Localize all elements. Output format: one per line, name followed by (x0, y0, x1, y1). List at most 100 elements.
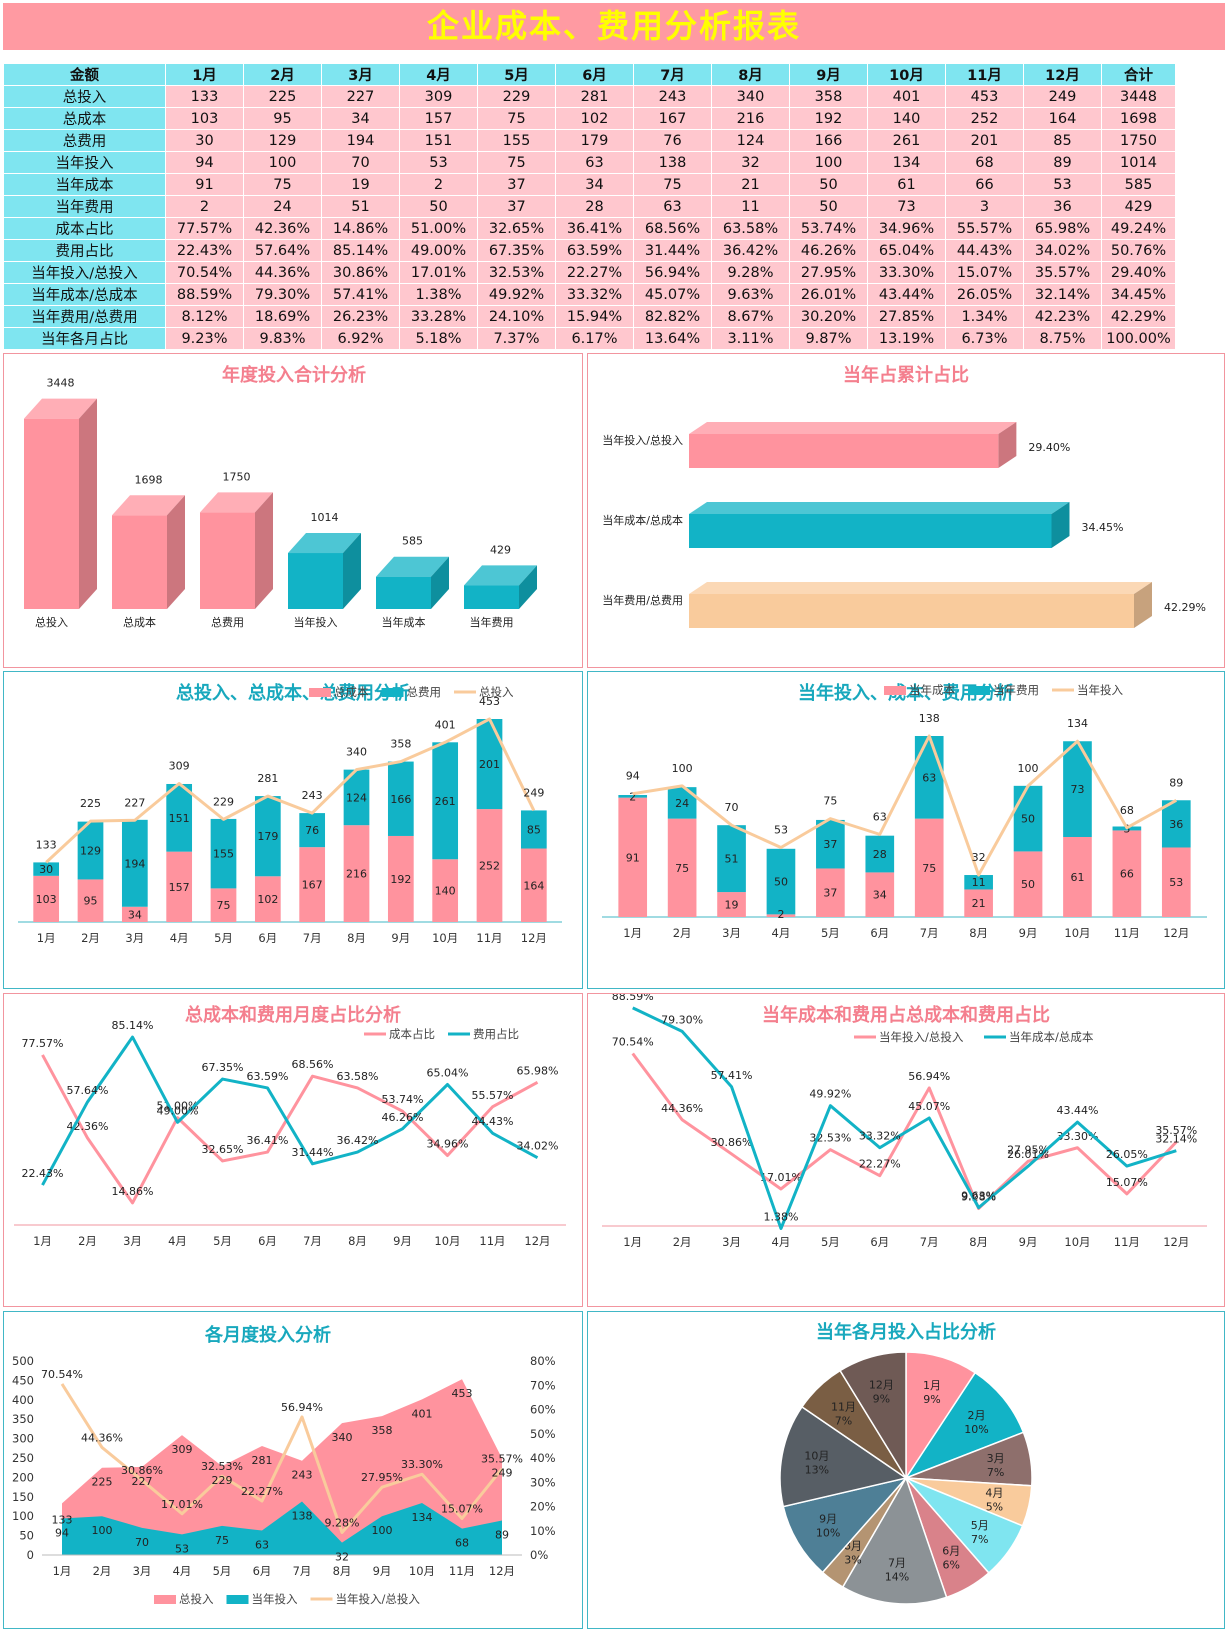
data-label: 36 (1169, 818, 1183, 831)
table-cell: 134 (867, 151, 946, 174)
table-cell: 102 (555, 107, 634, 130)
report-title: 企业成本、费用分析报表 (3, 3, 1225, 50)
table-cell: 13.19% (867, 327, 946, 350)
data-label: 17.01% (161, 1498, 203, 1511)
slice-label: 7% (971, 1533, 988, 1546)
data-label: 56.94% (908, 1070, 950, 1083)
data-label: 243 (302, 789, 323, 802)
x-tick-label: 4月 (170, 931, 189, 945)
data-label: 15.07% (441, 1502, 483, 1515)
legend-label: 当年成本/总成本 (1009, 1030, 1094, 1044)
data-label: 3448 (47, 377, 75, 390)
table-row: 当年各月占比 9.23% 9.83% 6.92% 5.18% 7.37% 6.17% 13.6… (3, 327, 1176, 350)
legend-label: 当年投入 (252, 1592, 298, 1606)
table-cell: 50 (789, 195, 868, 218)
table-row-label: 当年投入/总投入 (3, 261, 166, 284)
table-cell: 3448 (1101, 85, 1176, 108)
legend-label: 当年投入/总投入 (879, 1030, 964, 1044)
data-table: 金额 1月 2月 3月 4月 5月 6月 7月 8月 9月 10月 11月 12月 合计 总投入 133 22… (3, 63, 1176, 350)
bar-总费用 (432, 742, 459, 860)
chart-title: 当年占累计占比 (843, 364, 969, 386)
category-label: 总成本 (123, 615, 156, 629)
data-label: 281 (252, 1454, 273, 1467)
y2-tick-label: 80% (530, 1354, 556, 1368)
data-label: 229 (213, 795, 234, 808)
data-label: 100 (672, 762, 693, 775)
table-cell: 3 (945, 195, 1024, 218)
y2-tick-label: 0% (530, 1548, 548, 1562)
data-label: 340 (346, 746, 367, 759)
table-row: 当年成本 91 75 19 2 37 34 75 21 50 61 66 53 585 (3, 173, 1176, 196)
data-label: 243 (292, 1469, 313, 1482)
y-tick-label: 0 (27, 1548, 34, 1562)
x-tick-label: 10月 (432, 931, 458, 945)
data-label: 358 (390, 738, 411, 751)
chart-title: 当年成本和费用占总成本和费用占比 (762, 1004, 1050, 1026)
legend-label: 费用占比 (473, 1027, 519, 1041)
table-cell: 140 (867, 107, 946, 130)
x-tick-label: 12月 (489, 1564, 515, 1578)
bar-当年成本 (717, 892, 746, 917)
bar-当年费用 (1013, 785, 1043, 852)
data-label: 32.65% (202, 1143, 244, 1156)
data-label: 50 (774, 876, 788, 889)
data-label: 44.36% (81, 1431, 123, 1444)
x-tick-label: 12月 (1163, 1235, 1189, 1249)
data-label: 1750 (223, 470, 251, 483)
slice-label: 13% (805, 1463, 829, 1476)
bar-side (1051, 502, 1070, 548)
table-cell: 9.63% (711, 283, 790, 306)
bar-总成本 (77, 879, 104, 922)
table-cell: 22.43% (165, 239, 244, 262)
x-tick-label: 2月 (78, 1234, 97, 1248)
table-cell: 56.94% (633, 261, 712, 284)
bar-当年费用 (816, 819, 845, 869)
bar-总费用 (121, 819, 148, 907)
table-cell: 82.82% (633, 305, 712, 328)
table-cell: 1.38% (399, 283, 478, 306)
slice-category: 5月 (971, 1519, 989, 1532)
table-cell: 27.85% (867, 305, 946, 328)
table-cell: 36 (1023, 195, 1102, 218)
table-row-label: 费用占比 (3, 239, 166, 262)
bar-side (519, 565, 537, 609)
slice-label: 10% (964, 1423, 988, 1436)
slice-label: 10% (816, 1526, 840, 1539)
x-tick-label: 9月 (1019, 1235, 1038, 1249)
x-tick-label: 4月 (173, 1564, 192, 1578)
data-label: 94 (626, 770, 640, 783)
y2-tick-label: 30% (530, 1475, 556, 1489)
table-cell: 585 (1101, 173, 1176, 196)
table-row-label: 当年费用/总费用 (3, 305, 166, 328)
data-label: 79.30% (661, 1013, 703, 1026)
bar-当年费用 (865, 835, 895, 873)
bar-side (998, 422, 1017, 468)
table-cell: 6.92% (321, 327, 400, 350)
table-header-cell: 5月 (477, 63, 556, 86)
x-tick-label: 8月 (969, 926, 988, 940)
data-label: 32.53% (201, 1460, 243, 1473)
table-header-row: 金额 1月 2月 3月 4月 5月 6月 7月 8月 9月 10月 11月 12月 合计 (3, 63, 1176, 86)
chart-monthly-investment: 各月度投入分析 0 50 100 150 200 250 300 350 400 450 500 0% 1… (12, 1324, 556, 1606)
legend-label: 当年投入 (1077, 683, 1123, 697)
table-cell: 29.40% (1101, 261, 1176, 284)
legend-label: 当年投入/总投入 (336, 1592, 421, 1606)
bar-总成本 (476, 809, 503, 922)
table-cell: 63.59% (555, 239, 634, 262)
bar-总费用 (520, 810, 547, 849)
data-label: 68 (1120, 804, 1134, 817)
data-label: 22.27% (241, 1485, 283, 1498)
legend-swatch (968, 686, 990, 695)
table-cell: 14.86% (321, 217, 400, 240)
data-label: 65.04% (427, 1067, 469, 1080)
data-label: 85.14% (112, 1019, 154, 1032)
data-label: 77.57% (22, 1037, 64, 1050)
data-label: 34 (873, 889, 887, 902)
data-label: 124 (346, 791, 367, 804)
x-tick-label: 1月 (623, 1235, 642, 1249)
table-cell: 6.73% (945, 327, 1024, 350)
bar-当年成本 (865, 872, 895, 917)
table-cell: 34.02% (1023, 239, 1102, 262)
legend-label: 总投入 (179, 1592, 214, 1606)
bar-当年成本 (964, 889, 993, 917)
